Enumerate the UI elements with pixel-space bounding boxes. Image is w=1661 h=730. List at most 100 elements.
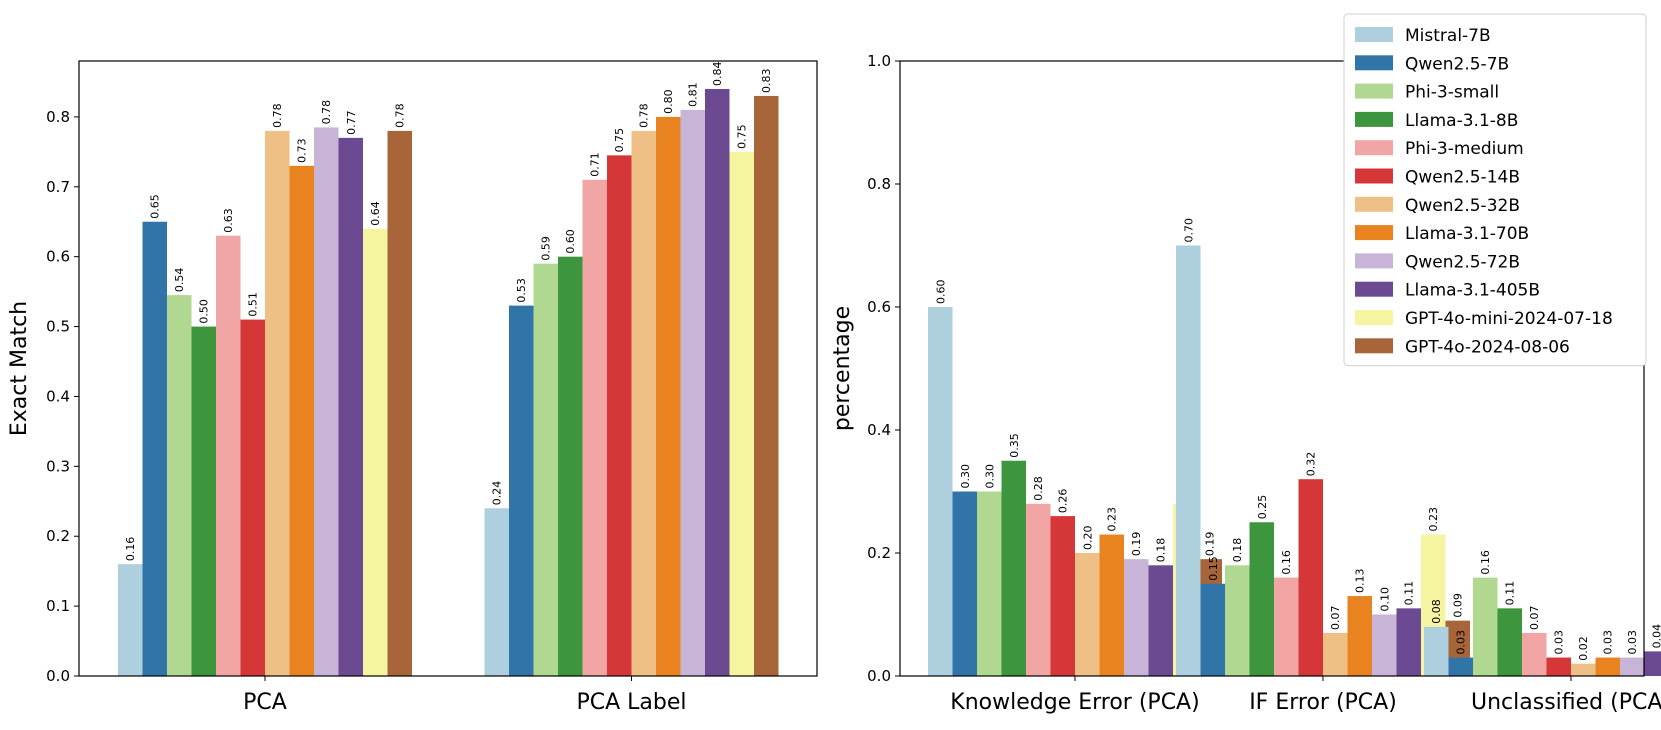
data-label: 0.78: [638, 103, 651, 128]
data-label: 0.28: [1032, 476, 1045, 501]
data-label: 0.19: [1130, 532, 1143, 557]
bar-qwen2-5-14b-knowledge-error-pca: [1051, 516, 1076, 676]
bar-qwen2-5-72b-unclassified-pca: [1620, 658, 1645, 676]
data-label: 0.26: [1057, 489, 1070, 514]
bar-llama-3-1-405b-pca-label: [705, 89, 730, 676]
legend-swatch-phi-3-medium: [1355, 140, 1393, 155]
legend-swatch-mistral-7b: [1355, 27, 1393, 42]
data-label: 0.80: [662, 89, 675, 114]
bar-mistral-7b-pca: [118, 564, 143, 676]
data-label: 0.51: [247, 292, 260, 317]
data-label: 0.64: [369, 201, 382, 226]
data-label: 0.03: [1553, 630, 1566, 655]
data-label: 0.18: [1155, 538, 1168, 563]
y-tick-label: 0.3: [46, 457, 70, 475]
bar-llama-3-1-405b-pca: [339, 138, 364, 676]
data-label: 0.16: [1280, 550, 1293, 575]
data-label: 0.65: [149, 194, 162, 219]
data-label: 0.03: [1455, 630, 1468, 655]
legend-swatch-phi-3-small: [1355, 84, 1393, 99]
data-label: 0.77: [345, 110, 358, 135]
legend-swatch-gpt-4o-mini-2024-07-18: [1355, 310, 1393, 325]
data-label: 0.11: [1403, 581, 1416, 606]
bar-mistral-7b-if-error-pca: [1176, 246, 1201, 677]
bar-qwen2-5-72b-pca-label: [681, 110, 706, 676]
bar-phi-3-small-if-error-pca: [1225, 565, 1250, 676]
bar-llama-3-1-8b-knowledge-error-pca: [1002, 461, 1027, 676]
data-label: 0.23: [1427, 507, 1440, 532]
data-label: 0.18: [1231, 538, 1244, 563]
y-tick-label: 0.5: [46, 318, 70, 336]
data-label: 0.07: [1528, 605, 1541, 630]
legend-label-qwen2-5-32b: Qwen2.5-32B: [1405, 196, 1520, 216]
data-label: 0.75: [736, 124, 749, 149]
data-label: 0.63: [222, 208, 235, 233]
bar-llama-3-1-70b-if-error-pca: [1348, 596, 1373, 676]
bar-qwen2-5-72b-if-error-pca: [1372, 615, 1397, 677]
y-tick-label: 0.8: [46, 108, 70, 126]
data-label: 0.84: [711, 61, 724, 86]
y-tick-label: 1.0: [867, 52, 891, 70]
y-tick-label: 0.0: [867, 667, 891, 685]
data-label: 0.02: [1577, 636, 1590, 661]
bar-gpt-4o-mini-2024-07-18-pca: [363, 229, 388, 676]
data-label: 0.30: [959, 464, 972, 489]
data-label: 0.09: [1452, 593, 1465, 618]
data-label: 0.81: [687, 82, 700, 107]
data-label: 0.59: [540, 236, 553, 261]
data-label: 0.32: [1305, 452, 1318, 477]
data-label: 0.07: [1329, 605, 1342, 630]
data-label: 0.71: [589, 152, 602, 177]
legend-label-gpt-4o-mini-2024-07-18: GPT-4o-mini-2024-07-18: [1405, 309, 1613, 329]
bar-qwen2-5-32b-pca-label: [632, 131, 657, 676]
y-tick-label: 0.8: [867, 175, 891, 193]
x-tick-label: Unclassified (PCA): [1471, 690, 1661, 715]
bar-llama-3-1-70b-unclassified-pca: [1596, 658, 1621, 676]
legend-swatch-llama-3-1-70b: [1355, 225, 1393, 240]
bar-phi-3-medium-pca: [216, 236, 241, 676]
bar-llama-3-1-8b-pca: [192, 327, 217, 676]
legend-label-qwen2-5-72b: Qwen2.5-72B: [1405, 252, 1520, 272]
data-label: 0.16: [124, 537, 137, 562]
bar-mistral-7b-knowledge-error-pca: [928, 307, 953, 676]
y-tick-label: 0.0: [46, 667, 70, 685]
bar-phi-3-small-pca-label: [534, 264, 559, 676]
data-label: 0.20: [1081, 526, 1094, 551]
data-label: 0.78: [320, 100, 333, 125]
data-label: 0.50: [198, 299, 211, 324]
legend-label-llama-3-1-70b: Llama-3.1-70B: [1405, 224, 1529, 244]
bar-qwen2-5-32b-pca: [265, 131, 290, 676]
bar-qwen2-5-72b-pca: [314, 127, 339, 676]
x-tick-label: IF Error (PCA): [1249, 690, 1397, 715]
data-label: 0.19: [1204, 532, 1217, 557]
bar-qwen2-5-7b-knowledge-error-pca: [953, 492, 978, 677]
legend-swatch-qwen2-5-7b: [1355, 55, 1393, 70]
data-label: 0.03: [1626, 630, 1639, 655]
data-label: 0.24: [491, 481, 504, 506]
bar-phi-3-medium-unclassified-pca: [1522, 633, 1547, 676]
y-tick-label: 0.6: [46, 248, 70, 266]
bar-qwen2-5-32b-knowledge-error-pca: [1075, 553, 1100, 676]
y-tick-label: 0.2: [867, 544, 891, 562]
data-label: 0.75: [613, 128, 626, 153]
y-tick-label: 0.6: [867, 298, 891, 316]
bar-qwen2-5-7b-pca-label: [509, 306, 534, 676]
bar-qwen2-5-32b-unclassified-pca: [1571, 664, 1596, 676]
legend: Mistral-7BQwen2.5-7BPhi-3-smallLlama-3.1…: [1344, 14, 1646, 366]
bar-mistral-7b-pca-label: [485, 508, 510, 676]
legend-label-qwen2-5-14b: Qwen2.5-14B: [1405, 168, 1520, 188]
data-label: 0.10: [1378, 587, 1391, 612]
legend-swatch-llama-3-1-405b: [1355, 282, 1393, 297]
y-axis: 0.00.10.20.30.40.50.60.70.8: [46, 108, 79, 685]
y-tick-label: 0.1: [46, 597, 70, 615]
data-label: 0.04: [1651, 624, 1661, 649]
data-label: 0.60: [564, 229, 577, 254]
bar-qwen2-5-7b-pca: [143, 222, 168, 676]
bar-llama-3-1-405b-if-error-pca: [1397, 608, 1422, 676]
legend-label-qwen2-5-7b: Qwen2.5-7B: [1405, 54, 1509, 74]
data-label: 0.35: [1008, 433, 1021, 458]
data-label: 0.03: [1602, 630, 1615, 655]
